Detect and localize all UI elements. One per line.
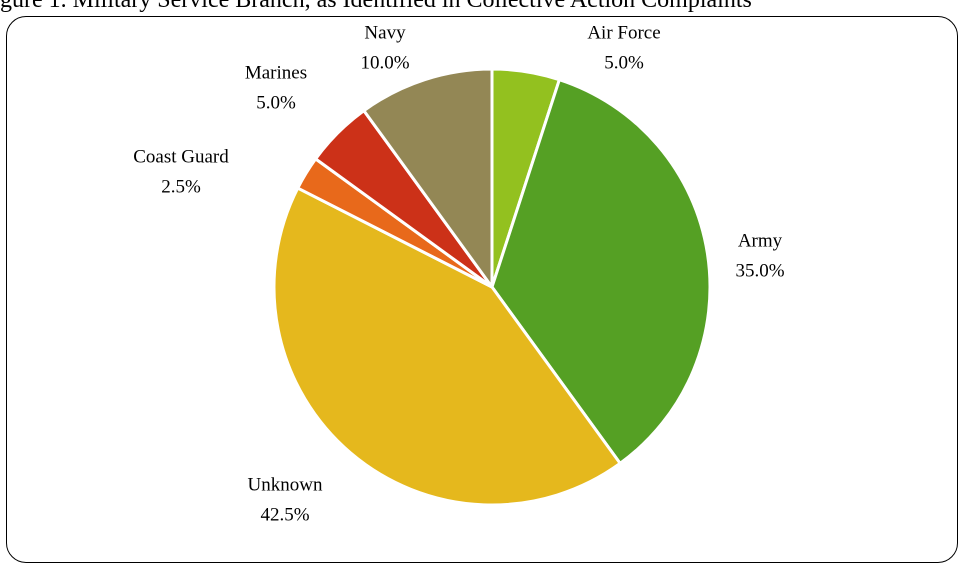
slice-label-air-force: Air Force	[587, 22, 660, 43]
slice-label-unknown: Unknown	[248, 474, 323, 495]
slice-label-army: Army	[738, 230, 783, 251]
slice-value-unknown: 42.5%	[260, 504, 309, 525]
pie-slice-navy	[362, 67, 494, 289]
slice-label-marines: Marines	[245, 62, 307, 83]
slice-value-navy: 10.0%	[360, 52, 409, 73]
slice-label-navy: Navy	[364, 22, 406, 43]
slice-value-marines: 5.0%	[256, 92, 296, 113]
chart-frame	[6, 16, 958, 563]
slice-value-army: 35.0%	[735, 260, 784, 281]
slice-value-coast-guard: 2.5%	[161, 176, 201, 197]
pie-slice-army	[490, 78, 712, 465]
slice-value-air-force: 5.0%	[604, 52, 644, 73]
slice-label-coast-guard: Coast Guard	[133, 146, 229, 167]
pie-slice-unknown	[272, 186, 622, 507]
figure-title-partial: gure 1. Military Service Branch, as Iden…	[0, 0, 966, 14]
figure-title-text: gure 1. Military Service Branch, as Iden…	[0, 0, 752, 13]
